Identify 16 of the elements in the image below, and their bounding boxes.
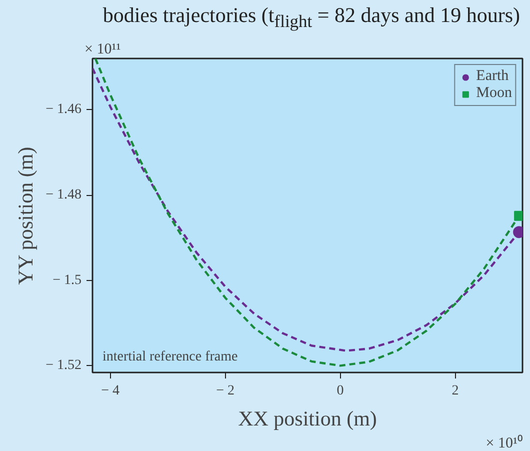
- y-tick-label: − 1.5: [52, 272, 82, 288]
- y-tick-label: − 1.52: [46, 358, 82, 374]
- legend-label: Earth: [476, 68, 509, 85]
- x-tick-label: − 2: [216, 384, 235, 398]
- y-tick-label: − 1.48: [46, 188, 82, 203]
- annotation: intertial reference frame: [102, 350, 238, 364]
- x-tick-label: − 4: [101, 384, 120, 398]
- y-tick-label: − 1.46: [46, 102, 82, 118]
- chart-title: bodies trajectories (t$_{flight}$ = 82 days and 19 hours): [102, 2, 520, 34]
- legend-label: Moon: [476, 85, 512, 102]
- text: × 10¹⁰: [486, 434, 523, 451]
- text: × 10¹¹: [84, 42, 121, 58]
- y-axis-title: YY position (m): [14, 146, 38, 285]
- x-tick-label: 0: [336, 384, 344, 398]
- x-tick-label: 2: [452, 384, 459, 398]
- x-axis-title: XX position (m): [238, 406, 377, 430]
